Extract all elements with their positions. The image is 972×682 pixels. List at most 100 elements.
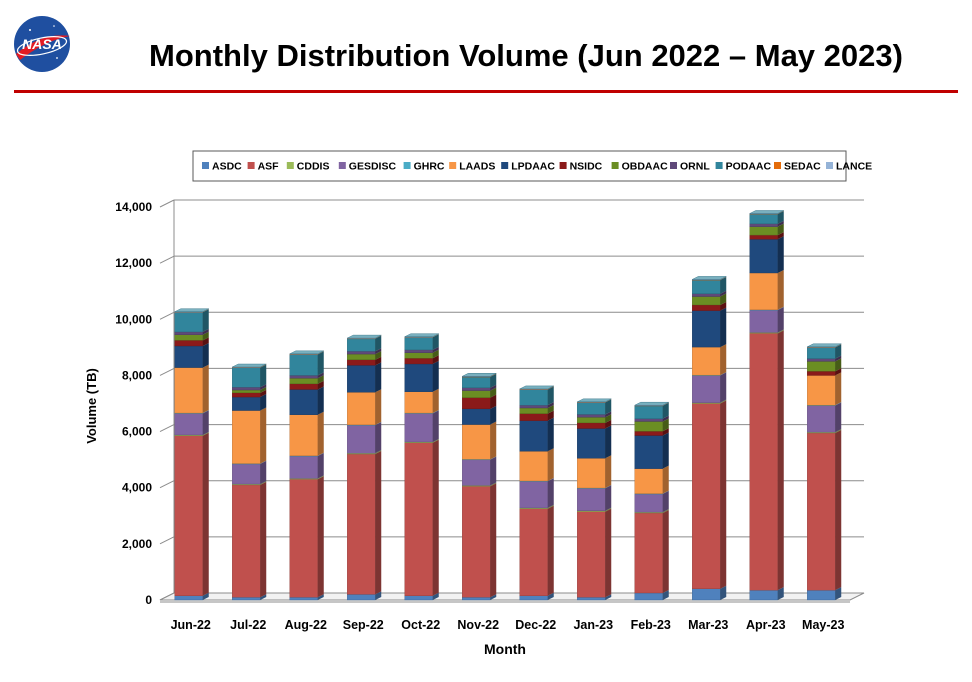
bar-segment-side	[260, 364, 267, 388]
bar-segment-side	[720, 344, 727, 376]
y-tick-label: 0	[145, 593, 152, 607]
bar-segment-side	[835, 372, 842, 406]
bar-segment-side	[490, 456, 497, 486]
bar-segment	[462, 486, 491, 598]
bar-segment	[519, 407, 548, 414]
bar-segment-side	[375, 421, 382, 426]
bar-segment-side	[547, 478, 554, 508]
x-tick-label: Apr-23	[746, 618, 786, 632]
bar-segment	[232, 396, 261, 411]
bar-segment-side	[317, 411, 324, 456]
bar-segment	[174, 595, 203, 601]
bar-segment-side	[777, 210, 784, 215]
bar-segment-side	[490, 373, 497, 377]
bar-segment	[289, 383, 318, 390]
bar-segment	[807, 589, 836, 601]
bar-segment	[232, 367, 261, 388]
bar-segment	[289, 596, 318, 601]
bar-segment-side	[490, 384, 497, 391]
bar-segment-side	[432, 333, 439, 338]
bar-segment	[577, 414, 606, 418]
bar-segment	[174, 413, 203, 436]
x-tick-label: Nov-22	[457, 618, 499, 632]
legend-label: LAADS	[459, 161, 495, 173]
bar-segment	[577, 488, 606, 511]
bar-segment-side	[605, 484, 612, 489]
bar-segment-side	[835, 368, 842, 376]
legend-item: OBDAAC	[611, 161, 668, 173]
legend-label: OBDAAC	[622, 161, 668, 173]
bar-segment	[174, 312, 203, 333]
x-tick-label: Oct-22	[401, 618, 440, 632]
bar-segment	[577, 428, 606, 459]
bar-segment	[289, 378, 318, 385]
bar-segment-side	[260, 407, 267, 464]
bar-segment	[692, 293, 721, 297]
bar-top-cap	[749, 210, 784, 214]
bar-segment-side	[662, 465, 669, 494]
bar-segment-side	[375, 450, 382, 455]
bar-segment	[404, 595, 433, 601]
bar-segment	[807, 375, 836, 406]
bar-segment	[232, 463, 261, 485]
x-tick-label: Dec-22	[515, 618, 556, 632]
bar-segment-side	[835, 402, 842, 433]
x-tick-label: Aug-22	[285, 618, 327, 632]
y-tick-label: 4,000	[122, 481, 152, 495]
bar-segment-side	[720, 400, 727, 589]
bar-segment	[347, 353, 376, 360]
bar-segment-side	[662, 432, 669, 469]
x-tick-label: Feb-23	[631, 618, 671, 632]
bar-segment-side	[835, 587, 842, 600]
bar-segment-side	[490, 373, 497, 388]
bar-segment-side	[777, 587, 784, 600]
bar-segment	[289, 479, 318, 598]
bar-segment	[807, 405, 836, 433]
bar-segment-side	[777, 329, 784, 334]
legend-item: NSIDC	[559, 161, 603, 173]
bar-segment	[692, 403, 721, 589]
bar-segment-side	[547, 592, 554, 600]
legend-label: GESDISC	[349, 161, 397, 173]
bar-segment	[462, 459, 491, 486]
bar-segment	[749, 239, 778, 274]
x-axis-title: Month	[484, 641, 526, 657]
bar-segment	[232, 387, 261, 391]
bar-segment-side	[662, 490, 669, 513]
bar-segment	[174, 331, 203, 335]
bar-segment-side	[432, 410, 439, 414]
bar-segment-side	[260, 384, 267, 391]
legend-swatch	[501, 162, 509, 169]
y-tick-label: 8,000	[122, 368, 152, 382]
bar-segment-side	[375, 451, 382, 595]
bar-segment-side	[547, 386, 554, 406]
bar-segment	[749, 223, 778, 227]
bar-segment	[347, 424, 376, 454]
bar-segment-side	[202, 432, 209, 596]
bar-segment	[404, 391, 433, 414]
bar-segment	[519, 420, 548, 452]
legend-label: GHRC	[414, 161, 445, 173]
bar-segment-side	[835, 358, 842, 372]
bar-segment-side	[720, 307, 727, 348]
bar-segment-side	[432, 388, 439, 414]
bar-segment-side	[720, 293, 727, 305]
bar-segment	[404, 363, 433, 392]
bar-segment-side	[662, 402, 669, 406]
legend-swatch	[202, 162, 209, 169]
bar-segment	[749, 234, 778, 240]
bar-segment	[519, 404, 548, 409]
legend-swatch	[715, 162, 723, 169]
bar-segment	[634, 421, 663, 432]
bar-segment	[462, 408, 491, 425]
bar-segment	[462, 397, 491, 410]
x-tick-label: Jan-23	[573, 618, 613, 632]
bar-segment-side	[720, 301, 727, 311]
nasa-logo-text: NASA	[22, 36, 62, 52]
bar-segment	[232, 410, 261, 464]
bar-segment-side	[375, 591, 382, 600]
bar-segment	[749, 589, 778, 601]
bar-segment-side	[202, 331, 209, 341]
legend-item: LPDAAC	[501, 161, 555, 173]
